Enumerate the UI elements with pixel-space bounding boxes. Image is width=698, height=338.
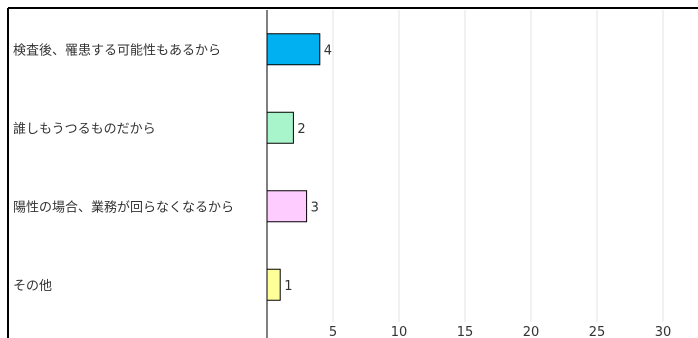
category-label: 誰しもうつるものだから [13, 121, 156, 137]
x-tick-label: 5 [329, 325, 337, 338]
bar [266, 268, 281, 301]
x-tick-label: 30 [655, 325, 672, 338]
x-tick-label: 15 [457, 325, 474, 338]
data-label: 1 [284, 279, 292, 294]
bar [266, 33, 321, 66]
category-label: 陽性の場合、業務が回らなくなるから [13, 199, 234, 215]
x-axis-ticks: 5 10 15 20 25 30 [329, 325, 671, 338]
data-label: 4 [324, 43, 332, 58]
bars [266, 33, 321, 301]
bar [266, 190, 308, 223]
category-label: 検査後、罹患する可能性もあるから [13, 43, 221, 58]
data-label: 2 [297, 122, 305, 137]
chart-frame [7, 7, 698, 338]
category-label: その他 [13, 279, 52, 294]
x-tick-label: 25 [589, 325, 606, 338]
x-tick-label: 10 [391, 325, 408, 338]
category-labels: 検査後、罹患する可能性もあるから誰しもうつるものだから陽性の場合、業務が回らなく… [13, 43, 234, 294]
data-labels: 4 2 3 1 [284, 43, 332, 294]
bar [266, 111, 294, 144]
data-label: 3 [311, 200, 319, 215]
x-tick-label: 20 [523, 325, 540, 338]
gridlines [332, 10, 664, 322]
